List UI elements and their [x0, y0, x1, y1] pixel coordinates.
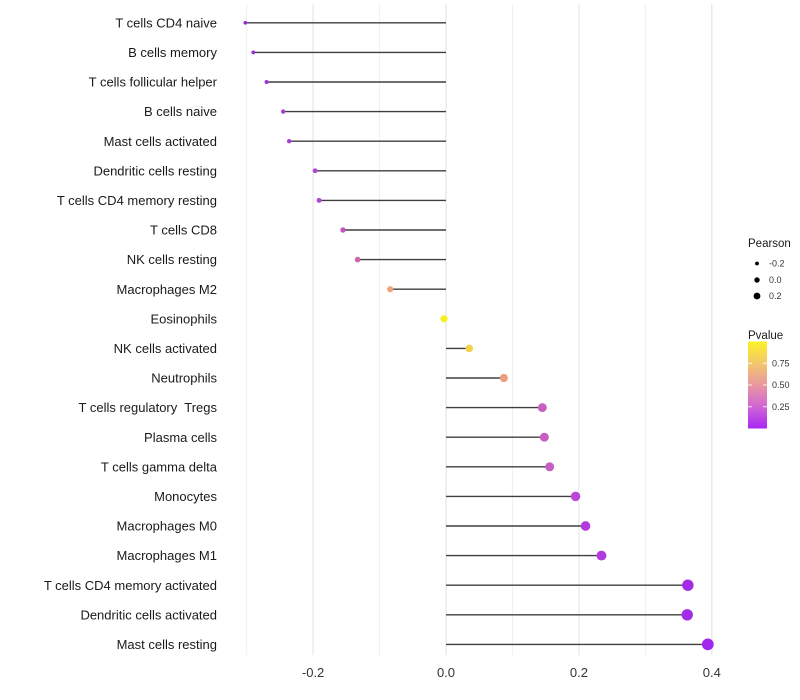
lollipop-dot [465, 344, 474, 353]
lollipop-dot [340, 227, 346, 233]
lollipop-dot [681, 609, 693, 621]
y-axis-label: Neutrophils [151, 371, 217, 386]
lollipop-row: Eosinophils [151, 311, 448, 326]
legend-colorbar-label: 0.75 [772, 358, 790, 368]
lollipop-dot [570, 491, 581, 502]
legend-size-label: -0.2 [769, 259, 785, 269]
lollipop-row: T cells CD4 naive [115, 15, 446, 30]
lollipop-dot [286, 138, 292, 144]
y-axis-label: Mast cells activated [104, 134, 217, 149]
y-axis-label: T cells regulatory Tregs [79, 400, 218, 415]
y-axis-label: B cells memory [128, 45, 217, 60]
y-axis-label: Dendritic cells activated [80, 607, 217, 622]
lollipop-row: Macrophages M0 [117, 519, 591, 534]
y-axis-label: Macrophages M1 [117, 548, 217, 563]
y-axis-label: T cells CD4 naive [115, 15, 217, 30]
lollipop-row: T cells CD4 memory activated [44, 578, 694, 593]
lollipop-row: T cells gamma delta [101, 459, 555, 474]
x-axis-tick-label: 0.2 [570, 665, 588, 680]
lollipop-dot [387, 286, 394, 293]
x-axis-tick-label: -0.2 [302, 665, 324, 680]
y-axis-label: T cells CD4 memory activated [44, 578, 217, 593]
lollipop-dot [537, 403, 547, 413]
legend-size-label: 0.0 [769, 275, 782, 285]
lollipop-row: Mast cells resting [117, 637, 714, 652]
y-axis-label: NK cells activated [114, 341, 217, 356]
lollipop-dot [545, 462, 555, 472]
y-axis-label: T cells gamma delta [101, 459, 218, 474]
lollipop-row: Neutrophils [151, 371, 508, 386]
y-axis-label: Macrophages M2 [117, 282, 217, 297]
x-axis-tick-label: 0.0 [437, 665, 455, 680]
y-axis-label: Monocytes [154, 489, 217, 504]
y-axis-label: Macrophages M0 [117, 519, 217, 534]
lollipop-dot [251, 50, 256, 55]
lollipop-dot [264, 79, 269, 85]
lollipop-dot [440, 315, 448, 323]
lollipop-row: Macrophages M1 [117, 548, 607, 563]
lollipop-dot [354, 256, 361, 263]
legend-colorbar [748, 341, 767, 429]
y-axis-label: B cells naive [144, 104, 217, 119]
y-axis-label: T cells follicular helper [89, 75, 218, 90]
lollipop-dot [580, 521, 591, 531]
lollipop-dot [682, 579, 694, 591]
lollipop-row: B cells naive [144, 104, 446, 119]
lollipop-row: B cells memory [128, 45, 446, 60]
lollipop-row: Dendritic cells resting [93, 163, 446, 178]
lollipop-dot [499, 373, 508, 383]
lollipop-dot [312, 168, 318, 174]
legend-size-dot [753, 292, 761, 300]
lollipop-dot [281, 109, 286, 114]
lollipop-dot [243, 20, 248, 25]
legend-size-dot [754, 277, 760, 283]
y-axis-label: Dendritic cells resting [93, 163, 217, 178]
lollipop-dot [701, 638, 714, 651]
lollipop-row: NK cells resting [127, 252, 446, 267]
lollipop-dot [539, 432, 549, 442]
y-axis-label: Plasma cells [144, 430, 217, 445]
legend-color-title: Pvalue [748, 330, 783, 342]
legend-colorbar-label: 0.25 [772, 402, 790, 412]
lollipop-row: T cells CD4 memory resting [57, 193, 446, 208]
y-axis-label: T cells CD4 memory resting [57, 193, 217, 208]
y-axis-label: NK cells resting [127, 252, 217, 267]
lollipop-row: T cells follicular helper [89, 75, 446, 90]
lollipop-dot [596, 550, 607, 561]
lollipop-dot [316, 197, 322, 203]
legend-size-label: 0.2 [769, 291, 782, 301]
lollipop-row: Monocytes [154, 489, 581, 504]
lollipop-row: Dendritic cells activated [80, 607, 693, 622]
legend-colorbar-label: 0.50 [772, 380, 790, 390]
legend-size-dot [755, 261, 759, 266]
legend-size-title: Pearson [748, 238, 791, 250]
y-axis-label: Mast cells resting [117, 637, 217, 652]
y-axis-label: Eosinophils [151, 311, 218, 326]
lollipop-row: T cells CD8 [150, 223, 446, 238]
y-axis-label: T cells CD8 [150, 223, 217, 238]
lollipop-row: T cells regulatory Tregs [79, 400, 547, 415]
x-axis-tick-label: 0.4 [703, 665, 721, 680]
lollipop-row: Plasma cells [144, 430, 549, 445]
lollipop-row: Macrophages M2 [117, 282, 446, 297]
lollipop-row: NK cells activated [114, 341, 474, 356]
lollipop-row: Mast cells activated [104, 134, 446, 149]
